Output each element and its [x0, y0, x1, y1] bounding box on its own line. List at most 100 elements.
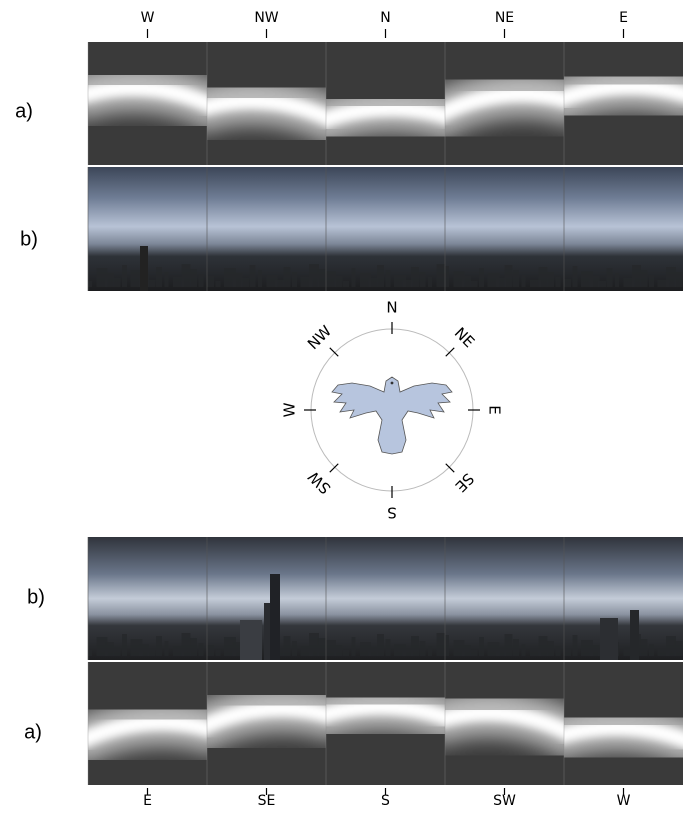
- band-panel: [544, 42, 683, 165]
- direction-label: N: [380, 10, 390, 26]
- building: [539, 636, 548, 656]
- building: [250, 265, 256, 287]
- band-content: [306, 662, 465, 785]
- building: [471, 281, 478, 287]
- band-panel: [544, 662, 683, 785]
- building: [428, 646, 432, 656]
- building: [505, 634, 513, 656]
- building: [190, 269, 197, 287]
- building: [641, 639, 648, 656]
- building: [318, 638, 326, 656]
- compass-label: NE: [451, 324, 478, 351]
- building: [539, 267, 548, 287]
- building: [411, 636, 419, 656]
- building: [428, 277, 432, 287]
- building: [420, 641, 426, 656]
- band-panel: [425, 662, 584, 785]
- building: [275, 280, 284, 287]
- building: [88, 650, 92, 656]
- direction-label: NW: [254, 10, 278, 26]
- building: [675, 272, 683, 287]
- building: [420, 272, 426, 287]
- direction-label: E: [619, 10, 628, 26]
- band-content: [544, 662, 683, 785]
- band-panel: [306, 662, 465, 785]
- direction-label: W: [141, 10, 155, 26]
- building: [598, 281, 606, 287]
- building: [675, 641, 683, 656]
- building: [182, 633, 191, 656]
- building: [471, 650, 478, 656]
- direction-label: SE: [258, 793, 276, 809]
- building: [105, 273, 114, 287]
- direction-label: W: [617, 793, 631, 809]
- band-panel: [306, 42, 465, 165]
- band-content: [425, 42, 584, 165]
- building: [122, 634, 127, 656]
- building: [564, 648, 571, 656]
- building: [547, 641, 554, 656]
- band-content: [68, 42, 227, 165]
- band-content: [425, 662, 584, 785]
- row-label: a): [15, 100, 33, 122]
- building: [148, 280, 156, 287]
- building: [318, 269, 326, 287]
- building: [377, 634, 384, 656]
- building: [445, 266, 449, 287]
- building: [190, 638, 197, 656]
- building: [156, 636, 162, 656]
- building: [284, 636, 291, 656]
- building: [258, 270, 262, 287]
- building: [573, 266, 578, 287]
- building: [649, 275, 654, 287]
- building: [386, 270, 391, 287]
- compass-label: W: [281, 402, 299, 417]
- building: [649, 644, 654, 656]
- building: [88, 281, 92, 287]
- tower: [600, 618, 618, 660]
- building: [522, 644, 526, 656]
- building: [292, 272, 297, 287]
- building: [513, 270, 519, 287]
- building: [114, 647, 121, 656]
- building: [165, 641, 169, 656]
- building: [182, 264, 191, 287]
- building: [352, 268, 356, 287]
- building: [369, 278, 378, 287]
- building: [556, 646, 561, 656]
- building: [156, 267, 162, 287]
- building: [105, 642, 114, 656]
- building: [335, 276, 343, 287]
- band-panel: [68, 42, 227, 165]
- building: [207, 645, 214, 656]
- building: [343, 281, 349, 287]
- building: [479, 637, 484, 656]
- building: [165, 272, 169, 287]
- building: [462, 645, 471, 656]
- building: [343, 650, 349, 656]
- figure: WNWNNEEESESSWWa)b)b)a)NNEESESSWWNW: [0, 0, 683, 816]
- row-label: b): [20, 228, 38, 250]
- compass-label: S: [387, 504, 397, 522]
- building: [547, 272, 554, 287]
- band-content: [544, 42, 683, 165]
- direction-label: NE: [495, 10, 514, 26]
- building: [369, 647, 378, 656]
- building: [462, 276, 471, 287]
- building: [216, 281, 221, 287]
- building: [445, 635, 449, 656]
- row-label: a): [24, 721, 42, 743]
- building: [352, 637, 356, 656]
- direction-label: SW: [493, 793, 516, 809]
- building: [411, 267, 419, 287]
- band-content: [306, 42, 465, 165]
- band-content: [187, 662, 346, 785]
- building: [522, 275, 526, 287]
- building: [199, 643, 204, 656]
- band-content: [68, 662, 227, 785]
- tower: [240, 620, 262, 660]
- building: [284, 267, 291, 287]
- building: [216, 650, 221, 656]
- compass-label: SE: [451, 469, 477, 495]
- tower: [270, 574, 280, 660]
